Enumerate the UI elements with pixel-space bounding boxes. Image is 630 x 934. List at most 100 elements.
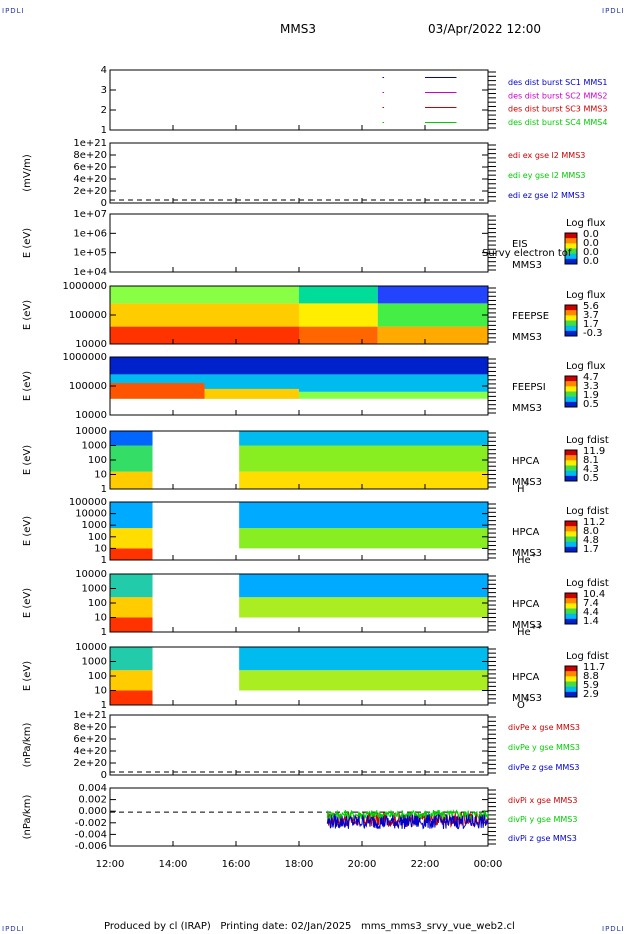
colorbar-tick-label: 11.7 [583,662,605,673]
colorbar-swatch [565,450,577,456]
time-tick-label: 16:00 [222,859,251,870]
time-tick-label: 20:00 [348,859,377,870]
colorbar-tick-label: 1.4 [583,616,599,627]
colorbar-swatch [565,598,577,604]
legend-entry: divPe x gse MMS3 [508,723,580,732]
instrument-label: EIS [512,239,528,250]
panel-frame [109,714,489,776]
colorbar-frame [564,592,578,625]
panel-hpca-he [109,501,578,561]
colorbar-swatch [565,470,577,477]
legend-entry: divPi z gse MMS3 [508,834,577,843]
colorbar-swatch [565,325,577,332]
spectrogram-cell [299,326,378,344]
spectrogram-cell [110,471,153,489]
spectrogram-cell [239,548,488,560]
legend-entry: edi ez gse l2 MMS3 [508,191,585,200]
y-tick-label: 100 [88,671,107,682]
spectrogram-cell [110,445,153,472]
y-tick-label: 1000 [82,657,107,668]
colorbar-tick-label: 1.9 [583,390,599,401]
colorbar-frame [564,520,578,553]
y-tick-label: 0 [101,198,107,209]
y-tick-label: 1e+21 [73,138,107,149]
colorbar-swatch [565,526,577,532]
y-tick-label: 100 [88,532,107,543]
colorbar-swatch [565,546,577,553]
colorbar-swatch [565,401,577,408]
time-tick-label: 00:00 [474,859,503,870]
y-tick-label: 6e+20 [73,734,107,745]
panel-frame [109,69,489,131]
colorbar-tick-label: 7.4 [583,598,599,609]
colorbar-tick-label: 0.0 [583,229,599,240]
y-tick-label: -0.004 [75,829,107,840]
corner-label-top-right: IPDLI [602,7,625,15]
spacecraft-label: MMS3 [512,332,542,343]
colorbar-swatch [565,593,577,599]
y-tick-label: 1000 [82,584,107,595]
spectrogram-cell [239,502,488,529]
y-axis-label: E (eV) [22,661,33,691]
datetime-title: 03/Apr/2022 12:00 [428,22,542,36]
spectrogram-cell [110,617,153,632]
y-tick-label: 1000 [82,441,107,452]
colorbar-swatch [565,391,577,398]
colorbar-tick-label: 0.0 [583,256,599,267]
y-tick-label: -0.002 [75,818,107,829]
colorbar-swatch [565,531,577,537]
legend-entry: edi ex gse l2 MMS3 [508,151,585,160]
y-tick-label: 100000 [69,310,107,321]
instrument-label: HPCA [512,672,540,683]
y-tick-label: 10000 [75,426,107,437]
species-label: He [517,627,531,638]
colorbar-swatch [565,691,577,698]
panel-divpi [109,787,496,847]
colorbar-swatch [565,386,577,392]
spacecraft-title: MMS3 [280,22,316,36]
colorbar-swatch [565,315,577,321]
spacecraft-label: MMS3 [512,477,542,488]
y-tick-label: 0.004 [78,783,107,794]
spectrogram-cell [110,690,153,705]
spectrogram-cell [110,431,153,446]
time-tick-label: 12:00 [96,859,125,870]
colorbar-swatch [565,396,577,403]
y-tick-label: 1 [101,484,107,495]
time-tick-label: 14:00 [159,859,188,870]
panel-eis [109,213,578,273]
legend-entry: divPi x gse MMS3 [508,796,577,805]
colorbar-frame [564,232,578,265]
spacecraft-label: MMS3 [512,260,542,271]
colorbar-tick-label: 1.7 [583,544,599,555]
y-tick-label: 1 [101,700,107,711]
y-tick-label: 1e+07 [73,209,107,220]
y-tick-label: 100 [88,598,107,609]
panel-divpe [109,714,496,776]
y-tick-label: 10000 [75,509,107,520]
corner-label-bottom-left: IPDLI [2,925,25,933]
colorbar-swatch [565,258,577,265]
time-tick-label: 18:00 [285,859,314,870]
spacecraft-label: MMS3 [512,693,542,704]
spectrogram-cell [377,303,488,327]
y-axis-label: E (eV) [22,588,33,618]
y-tick-label: 10 [94,613,107,624]
spacecraft-label: MMS3 [512,548,542,559]
y-axis-label: (mV/m) [22,154,33,192]
spectrogram-cell [377,286,488,304]
colorbar-swatch [565,320,577,327]
species-charge: + [524,696,530,704]
colorbar-tick-label: 4.8 [583,535,599,546]
y-tick-label: 3 [101,85,107,96]
colorbar-tick-label: 3.3 [583,381,599,392]
spectrogram-cell [110,670,153,691]
y-tick-label: 1000 [82,520,107,531]
colorbar-tick-label: 0.0 [583,238,599,249]
colorbar-swatch [565,541,577,548]
legend-entry: des dist burst SC3 MMS3 [508,105,607,114]
panel-feepse [109,285,578,345]
colorbar-tick-label: 4.4 [583,607,599,618]
colorbar-swatch [565,536,577,543]
spectrogram-cell [239,647,488,671]
